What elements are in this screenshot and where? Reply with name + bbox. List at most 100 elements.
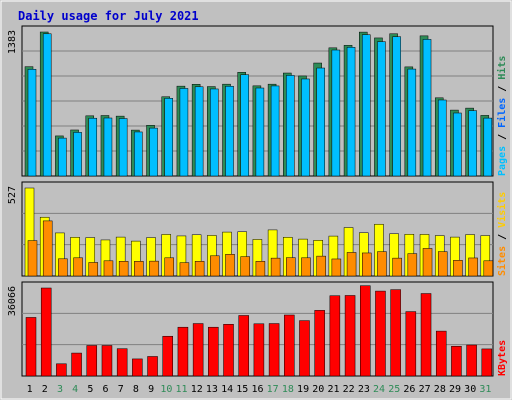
legend-item: Hits [496, 56, 508, 80]
bar-kbytes [56, 363, 67, 377]
bar-files [453, 112, 462, 177]
bar-kbytes [466, 344, 477, 377]
bar-kbytes [284, 314, 295, 377]
tick-label-day: 31 [479, 384, 491, 395]
max-label-top: 1383 [7, 30, 18, 54]
legend-item: Files [496, 98, 508, 128]
bar-sites [88, 262, 99, 277]
tick-label-day: 7 [118, 384, 124, 395]
bar-sites [255, 261, 266, 277]
tick-label-day: 9 [148, 384, 154, 395]
bar-files [286, 75, 295, 177]
bar-sites [331, 258, 342, 277]
bar-sites [392, 257, 402, 277]
tick-label-day: 22 [343, 384, 355, 395]
max-label-bottom: 36066 [7, 286, 18, 316]
bar-files [88, 117, 98, 177]
tick-label-day: 6 [103, 384, 109, 395]
bar-sites [453, 260, 463, 277]
bar-files [149, 127, 158, 177]
bar-sites [194, 261, 205, 277]
tick-label-day: 21 [327, 384, 339, 395]
bar-kbytes [299, 320, 310, 377]
legend-item: Pages [497, 146, 508, 176]
bar-files [210, 88, 219, 177]
bar-kbytes [71, 352, 82, 377]
legend-separator: / [497, 228, 508, 246]
bar-kbytes [238, 315, 249, 377]
legend-bottom: KBytes [497, 340, 508, 376]
tick-label-day: 11 [176, 384, 188, 395]
bar-files [225, 85, 234, 177]
tick-label-day: 30 [464, 384, 476, 395]
tick-label-day: 2 [42, 384, 48, 395]
bar-sites [73, 257, 83, 277]
bar-sites [270, 257, 281, 277]
tick-label-day: 4 [72, 384, 78, 395]
tick-label-day: 23 [358, 384, 370, 395]
bars-layer [24, 31, 494, 377]
bar-files [483, 117, 493, 177]
bar-kbytes [360, 285, 371, 377]
chart-title: Daily usage for July 2021 [18, 9, 199, 23]
bar-kbytes [147, 356, 158, 377]
bar-files [407, 68, 417, 177]
bar-files [346, 47, 356, 177]
bar-sites [362, 252, 372, 277]
bar-sites [149, 260, 159, 277]
bar-files [58, 137, 67, 177]
bar-files [194, 86, 204, 177]
tick-label-day: 3 [57, 384, 63, 395]
bar-kbytes [192, 323, 204, 377]
bar-kbytes [253, 323, 265, 377]
bar-sites [179, 262, 190, 277]
tick-label-day: 15 [236, 384, 248, 395]
bar-files [437, 99, 447, 177]
bar-sites [240, 256, 250, 277]
bar-kbytes [177, 326, 189, 377]
bar-sites [210, 255, 220, 277]
bar-kbytes [390, 289, 401, 377]
bar-kbytes [86, 345, 98, 377]
legend-separator: / [497, 128, 508, 146]
tick-label-day: 14 [221, 384, 233, 395]
bar-kbytes [451, 345, 462, 377]
bar-kbytes [132, 358, 143, 377]
bar-sites [483, 260, 494, 277]
bar-files [164, 98, 173, 177]
bar-kbytes [420, 293, 432, 377]
bar-kbytes [329, 295, 341, 377]
bar-kbytes [40, 287, 52, 377]
tick-label-day: 16 [251, 384, 263, 395]
max-label-middle: 527 [7, 186, 18, 204]
tick-label-day: 10 [160, 384, 172, 395]
tick-label-day: 24 [373, 384, 385, 395]
bar-files [73, 132, 82, 177]
bar-kbytes [25, 317, 37, 377]
bar-sites [118, 261, 129, 277]
tick-label-day: 8 [133, 384, 139, 395]
legend-item: Sites [496, 246, 508, 276]
bar-files [240, 74, 249, 177]
bar-sites [42, 220, 53, 277]
tick-label-day: 13 [206, 384, 218, 395]
bar-files [270, 85, 280, 177]
bar-files [316, 67, 325, 177]
tick-label-day: 1 [27, 384, 33, 395]
tick-label-day: 20 [312, 384, 324, 395]
tick-label-day: 26 [403, 384, 415, 395]
tick-label-day: 28 [434, 384, 446, 395]
bar-files [468, 110, 477, 177]
bar-sites [422, 248, 433, 277]
bar-sites [103, 260, 114, 277]
bar-sites [301, 257, 311, 277]
bar-sites [437, 251, 448, 277]
tick-label-day: 17 [267, 384, 279, 395]
bar-files [392, 36, 401, 177]
bar-kbytes [268, 323, 280, 377]
tick-label-day: 25 [388, 384, 400, 395]
